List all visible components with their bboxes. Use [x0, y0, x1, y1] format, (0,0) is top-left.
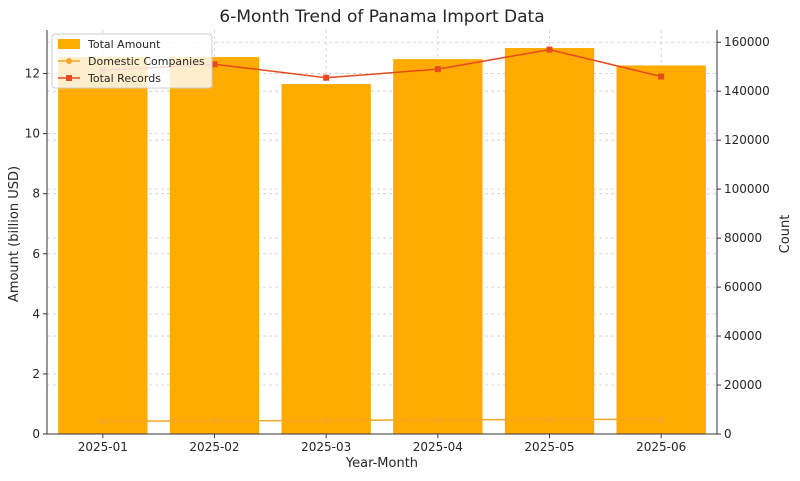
- legend-marker: [66, 58, 72, 64]
- y2-tick-label: 0: [724, 427, 732, 441]
- legend-label: Total Amount: [87, 38, 161, 51]
- data-point: [323, 417, 330, 424]
- y-tick-label: 6: [32, 247, 40, 261]
- y-axis-label: Amount (billion USD): [7, 166, 22, 302]
- bar: [504, 48, 595, 434]
- bar: [58, 57, 148, 435]
- series-line: [102, 418, 662, 423]
- y2-tick-label: 100000: [724, 182, 770, 196]
- chart-title: 6-Month Trend of Panama Import Data: [219, 7, 544, 27]
- bar: [616, 65, 706, 435]
- x-tick-label: 2025-05: [524, 440, 574, 454]
- x-tick-label: 2025-04: [413, 440, 463, 454]
- bar: [393, 59, 483, 435]
- data-point: [434, 66, 441, 73]
- data-point: [658, 73, 665, 80]
- x-axis-label: Year-Month: [345, 456, 418, 471]
- data-point: [99, 418, 106, 425]
- y-tick-label: 10: [25, 127, 40, 141]
- y2-tick-label: 60000: [724, 280, 762, 294]
- y2-axis-label: Count: [778, 215, 793, 254]
- x-tick-label: 2025-02: [189, 440, 239, 454]
- axis-layer: 0 2 4 6 8 10 12 0 20000 40000 60000 80000 100000 1200…: [25, 30, 770, 454]
- legend-swatch: [58, 39, 80, 49]
- data-point: [546, 416, 553, 423]
- x-tick-label: 2025-06: [636, 440, 686, 454]
- legend-box: [51, 33, 213, 89]
- y2-tick-label: 40000: [724, 329, 762, 343]
- legend-marker: [66, 75, 72, 81]
- legend-label: Total Records: [87, 72, 161, 85]
- data-point: [434, 416, 441, 423]
- data-point: [658, 416, 665, 423]
- legend: Total Amount Domestic Companies Total Reco…: [51, 33, 213, 89]
- x-tick-label: 2025-01: [78, 440, 128, 454]
- y2-tick-label: 160000: [724, 35, 770, 49]
- y2-tick-label: 120000: [724, 133, 770, 147]
- y-tick-label: 8: [32, 187, 40, 201]
- y2-tick-label: 20000: [724, 378, 762, 392]
- y-tick-label: 2: [32, 367, 40, 381]
- y-tick-label: 4: [32, 307, 40, 321]
- y-tick-label: 0: [32, 427, 40, 441]
- data-point: [211, 417, 218, 424]
- bar: [169, 57, 260, 435]
- bar: [281, 84, 371, 434]
- y2-tick-label: 80000: [724, 231, 762, 245]
- data-point: [546, 46, 553, 53]
- y2-tick-label: 140000: [724, 84, 770, 98]
- data-point: [323, 74, 330, 81]
- x-tick-label: 2025-03: [301, 440, 351, 454]
- y-tick-label: 12: [25, 67, 40, 81]
- bar-layer: [58, 48, 706, 435]
- data-point: [211, 61, 218, 68]
- legend-label: Domestic Companies: [88, 55, 205, 68]
